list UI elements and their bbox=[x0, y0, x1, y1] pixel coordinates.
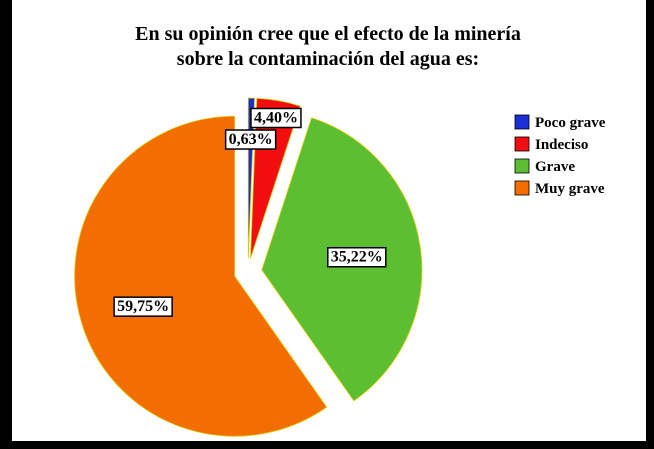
legend-label: Poco grave bbox=[535, 115, 606, 131]
pie-slice bbox=[74, 115, 328, 437]
data-label-text: 0,63% bbox=[229, 131, 273, 148]
data-label-text: 59,75% bbox=[117, 298, 169, 315]
data-label: 4,40% bbox=[250, 107, 302, 129]
data-label: 59,75% bbox=[113, 296, 173, 317]
data-label-box bbox=[327, 246, 387, 268]
data-label-box bbox=[250, 107, 302, 129]
data-label-text: 4,40% bbox=[254, 109, 298, 126]
legend-swatch bbox=[514, 114, 530, 130]
legend-swatch bbox=[514, 136, 530, 152]
data-label-box bbox=[113, 296, 173, 317]
chart-title: En su opinión cree que el efecto de la m… bbox=[135, 23, 521, 70]
frame-right bbox=[646, 0, 654, 449]
legend-swatch bbox=[514, 180, 530, 196]
data-label: 35,22% bbox=[327, 246, 387, 268]
legend-label: Grave bbox=[535, 159, 575, 175]
frame-bottom bbox=[0, 441, 654, 449]
legend-swatch bbox=[514, 158, 530, 174]
frame-left bbox=[0, 0, 12, 449]
legend-label: Muy grave bbox=[535, 181, 605, 197]
data-label-box bbox=[224, 129, 277, 150]
legend-label: Indeciso bbox=[535, 137, 588, 153]
data-label-text: 35,22% bbox=[331, 249, 383, 266]
data-label: 0,63% bbox=[224, 129, 277, 150]
